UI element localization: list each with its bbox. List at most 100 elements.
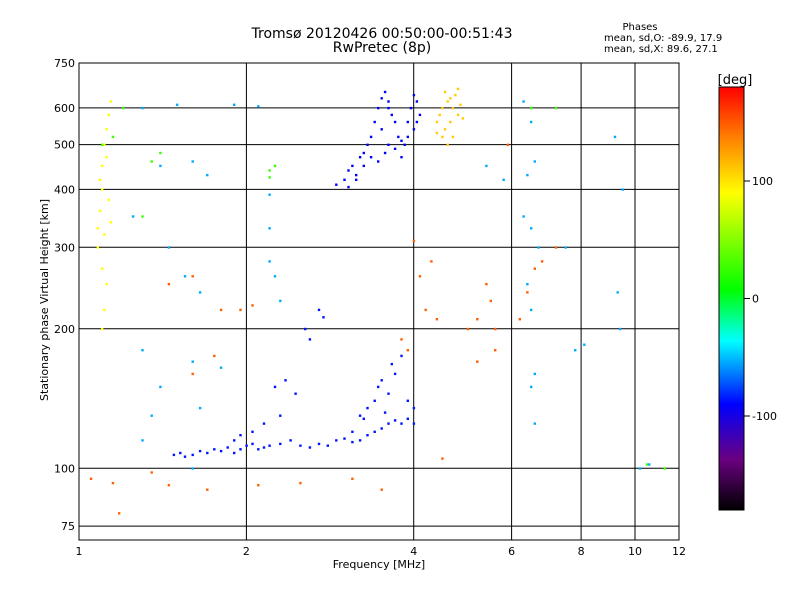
data-point	[239, 308, 242, 312]
data-point	[268, 193, 271, 196]
data-point	[101, 164, 104, 168]
data-point	[530, 385, 533, 389]
x-tick-label: 12	[672, 545, 686, 558]
data-point	[159, 164, 162, 168]
data-point	[213, 448, 216, 451]
data-point	[111, 481, 115, 485]
data-point	[446, 143, 449, 146]
data-point	[383, 90, 387, 94]
data-point	[522, 100, 525, 103]
data-point	[502, 178, 505, 181]
data-point	[456, 87, 460, 91]
data-point	[393, 372, 397, 376]
data-point	[383, 411, 387, 414]
data-point	[141, 106, 144, 110]
data-point	[530, 308, 533, 312]
data-point	[198, 406, 202, 410]
data-point	[183, 455, 187, 458]
data-point	[273, 275, 277, 278]
data-point	[400, 354, 403, 358]
data-point	[485, 283, 488, 286]
data-point	[400, 338, 403, 341]
data-point	[454, 93, 457, 97]
data-point	[89, 477, 93, 480]
data-point	[245, 444, 248, 447]
data-point	[412, 93, 416, 97]
data-point	[540, 260, 544, 263]
data-point	[335, 439, 338, 442]
data-point	[387, 106, 390, 110]
data-point	[335, 183, 338, 186]
data-point	[522, 215, 525, 218]
data-point	[206, 488, 209, 491]
data-point	[111, 135, 115, 139]
data-point	[583, 343, 586, 346]
y-axis-label: Stationary phase Virtual Height [km]	[38, 199, 51, 401]
data-point	[383, 151, 387, 155]
data-point	[616, 291, 619, 294]
data-point	[494, 349, 497, 352]
data-point	[233, 103, 236, 106]
data-point	[406, 417, 409, 420]
data-point	[380, 128, 383, 131]
data-point	[358, 439, 362, 442]
data-point	[268, 444, 271, 447]
data-point	[418, 275, 422, 278]
data-point	[362, 151, 365, 155]
data-point	[96, 227, 99, 230]
data-point	[150, 471, 153, 474]
data-point	[268, 176, 271, 179]
x-tick-label: 1	[76, 545, 83, 558]
data-point	[574, 349, 577, 352]
data-point	[150, 160, 153, 163]
chart-title: Tromsø 20120426 00:50:00-00:51:43	[251, 26, 513, 42]
data-point	[377, 160, 380, 163]
data-point	[393, 419, 397, 422]
data-point	[268, 169, 271, 172]
data-point	[380, 427, 383, 430]
data-point	[257, 484, 260, 487]
data-point	[412, 239, 416, 243]
data-point	[351, 477, 354, 480]
data-point	[101, 267, 104, 270]
data-point	[466, 327, 469, 331]
data-point	[98, 178, 102, 181]
data-point	[403, 143, 406, 146]
data-point	[518, 318, 521, 321]
x-tick-label: 4	[410, 545, 417, 558]
data-point	[406, 120, 409, 124]
data-point	[373, 430, 376, 433]
y-tick-label: 200	[54, 323, 75, 336]
data-point	[273, 164, 277, 168]
data-point	[103, 143, 106, 146]
data-point	[191, 360, 194, 363]
data-point	[355, 178, 358, 181]
data-point	[279, 414, 282, 417]
data-point	[268, 227, 271, 230]
data-point	[219, 449, 223, 453]
data-point	[233, 439, 236, 442]
phase-info-heading: Phases	[622, 22, 658, 33]
data-point	[239, 434, 242, 437]
data-point	[435, 120, 439, 124]
data-point	[101, 143, 104, 146]
data-point	[284, 379, 287, 382]
colorbar-tick-label: 100	[752, 175, 773, 188]
data-point	[118, 512, 121, 515]
data-point	[377, 385, 380, 389]
colorbar-ticks: 100 0 -100	[744, 175, 777, 423]
data-point	[412, 128, 416, 131]
colorbar-tick-label: 0	[752, 293, 759, 306]
data-point	[175, 103, 179, 106]
data-point	[406, 135, 409, 139]
data-point	[167, 283, 171, 286]
data-point	[449, 97, 452, 100]
data-point	[317, 442, 321, 446]
phase-info-x: mean, sd,X: 89.6, 27.1	[604, 44, 718, 55]
y-tick-label: 600	[54, 102, 75, 115]
data-point	[476, 360, 479, 363]
data-point	[449, 120, 452, 124]
data-point	[387, 422, 390, 425]
data-point	[213, 354, 216, 358]
data-point	[141, 215, 144, 218]
